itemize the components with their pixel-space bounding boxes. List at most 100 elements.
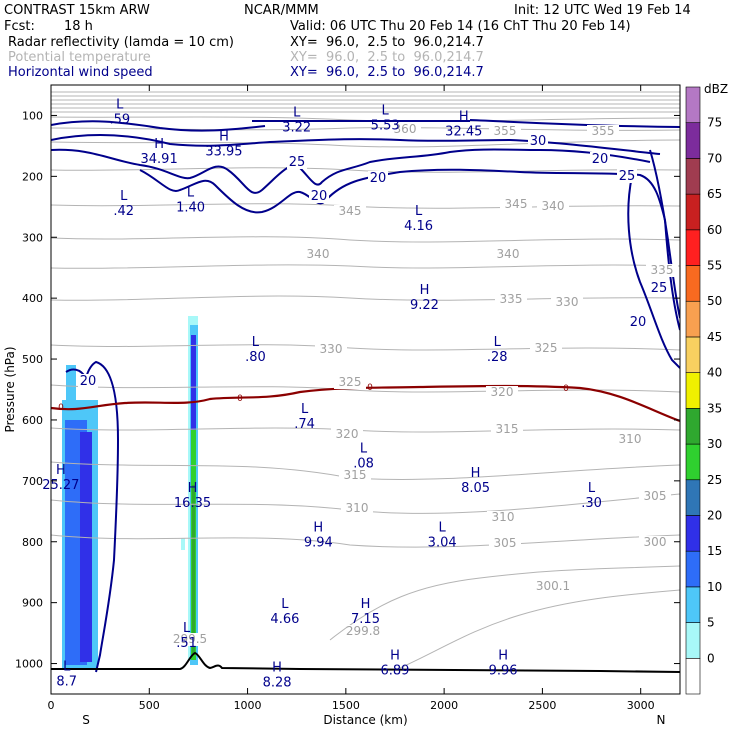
wind-contour — [627, 175, 680, 369]
theta-label-bg — [174, 633, 206, 646]
colorbar-label: 65 — [707, 187, 722, 201]
extremum-symbol: H — [154, 137, 164, 152]
colorbar-swatch — [685, 443, 701, 481]
organization: NCAR/MMM — [244, 3, 319, 18]
theta-label-bg — [537, 580, 569, 593]
extremum-value: .08 — [353, 456, 374, 471]
colorbar-unit: dBZ — [704, 82, 728, 96]
extremum-value: 3.04 — [428, 536, 457, 551]
extremum-value: 1.40 — [176, 201, 205, 216]
extremum-symbol: L — [301, 402, 309, 417]
extremum-value: 9.96 — [489, 664, 518, 679]
extremum-symbol: H — [420, 283, 430, 298]
wind-label-bg — [287, 155, 307, 169]
colorbar-label: 75 — [707, 116, 722, 130]
x-axis-label: Distance (km) — [323, 713, 407, 727]
y-tick-label: 200 — [22, 170, 43, 183]
reflectivity-cell — [80, 432, 92, 662]
colorbar-swatch — [685, 408, 701, 445]
theta-label: 305 — [494, 536, 517, 550]
colorbar-swatch — [685, 336, 701, 373]
extremum-symbol: H — [361, 597, 371, 612]
wind-label: 20 — [592, 152, 609, 167]
theta-label: 310 — [619, 432, 642, 446]
theta-label: 340 — [497, 247, 520, 261]
y-axis-label: Pressure (hPa) — [3, 346, 17, 432]
theta-label: 300.1 — [536, 579, 570, 593]
wind-label-bg — [78, 374, 98, 388]
colorbar-label: 50 — [707, 294, 722, 308]
colorbar-swatch — [685, 515, 701, 552]
x-tick-label: 1500 — [332, 699, 360, 712]
forecast-hour: 18 h — [64, 19, 93, 34]
theta-label: 310 — [492, 510, 515, 524]
extremum-value: 7.15 — [351, 612, 380, 627]
theta-label-bg — [646, 264, 678, 277]
colorbar-label: 0 — [707, 651, 715, 665]
theta-label: 299.5 — [173, 632, 207, 646]
colorbar-swatch — [685, 122, 701, 159]
wind-contour — [51, 148, 651, 194]
colorbar-label: 35 — [707, 401, 722, 415]
extremum-value: .80 — [245, 350, 266, 365]
extremum-value: 5.53 — [371, 118, 400, 133]
theta-label: 345 — [339, 204, 362, 218]
theta-label: 340 — [307, 247, 330, 261]
field-theta-xy: XY= 96.0, 2.5 to 96.0,214.7 — [290, 50, 484, 65]
theta-label: 315 — [496, 422, 519, 436]
extremum-value: 8.28 — [263, 676, 292, 691]
theta-contour — [51, 384, 680, 393]
south-label: S — [82, 713, 90, 727]
theta-label-bg — [489, 125, 521, 138]
theta-contour — [51, 127, 680, 131]
extremum-symbol: L — [187, 186, 195, 201]
plot-title: CONTRAST 15km ARW — [4, 3, 150, 18]
theta-label: 360 — [394, 122, 417, 136]
wind-label-bg — [368, 171, 388, 185]
theta-label-bg — [614, 433, 646, 446]
wind-label: 25 — [619, 169, 636, 184]
theta-label-bg — [341, 502, 373, 515]
theta-label: 310 — [346, 501, 369, 515]
extremum-value: .74 — [294, 417, 315, 432]
theta-label: 300 — [644, 535, 667, 549]
forecast-label: Fcst: — [4, 19, 35, 34]
y-tick-label: 500 — [22, 353, 43, 366]
reflectivity-layer — [62, 316, 198, 668]
extremum-symbol: H — [471, 466, 481, 481]
extremum-value: 8.7 — [56, 675, 77, 690]
colorbar-label: 20 — [707, 508, 722, 522]
theta-label: 320 — [336, 427, 359, 441]
theta-label-bg — [492, 248, 524, 261]
y-tick-label: 600 — [22, 414, 43, 427]
y-tick-label: 1000 — [15, 658, 43, 671]
colorbar-swatch — [685, 622, 701, 659]
extremum-value: .51 — [176, 636, 197, 651]
extremum-value: 25.27 — [42, 478, 79, 493]
extremum-symbol: H — [272, 661, 282, 676]
field-wind-xy: XY= 96.0, 2.5 to 96.0,214.7 — [290, 65, 484, 80]
x-tick-label: 0 — [48, 699, 55, 712]
theta-label: 340 — [542, 199, 565, 213]
x-tick-label: 1000 — [234, 699, 262, 712]
extremum-value: 4.66 — [270, 612, 299, 627]
extremum-symbol: L — [116, 97, 124, 112]
theta-label: 315 — [344, 468, 367, 482]
extremum-symbol: H — [219, 130, 229, 145]
theta-label: 355 — [592, 124, 615, 138]
theta-label-bg — [587, 125, 619, 138]
colorbar-label: 55 — [707, 259, 722, 273]
theta-label: 355 — [494, 124, 517, 138]
theta-label-bg — [347, 625, 379, 638]
theta-label: 345 — [505, 197, 528, 211]
wind-label-bg — [628, 315, 648, 329]
wind-contour — [139, 168, 680, 331]
theta-label-bg — [489, 537, 521, 550]
wind-label: 20 — [80, 374, 97, 389]
y-tick-label: 100 — [22, 109, 43, 122]
theta-label: 325 — [339, 375, 362, 389]
extremum-value: .30 — [581, 496, 602, 511]
extremum-symbol: L — [120, 189, 128, 204]
colorbar-swatch — [685, 372, 701, 409]
